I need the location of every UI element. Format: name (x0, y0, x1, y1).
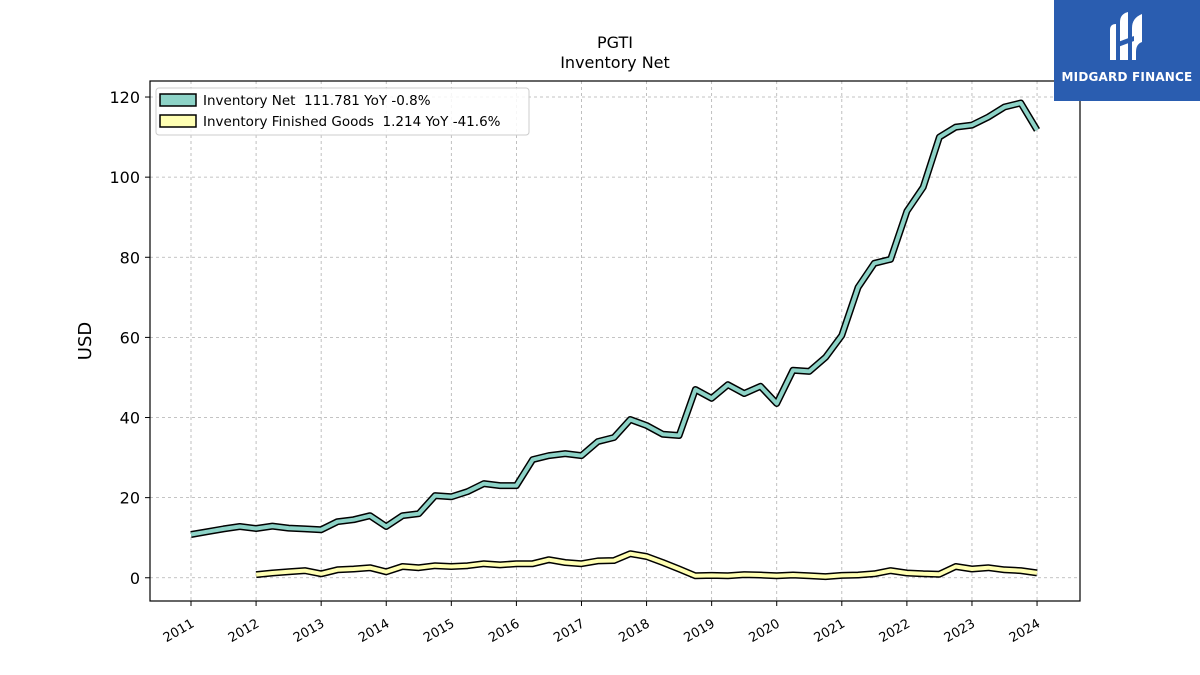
chart-subtitle: Inventory Net (560, 53, 670, 72)
y-tick-label: 80 (120, 248, 140, 267)
x-tick-label: 2015 (421, 616, 457, 646)
y-tick-label: 20 (120, 489, 140, 508)
x-tick-label: 2011 (161, 616, 197, 646)
brand-logo: MIDGARD FINANCE (1054, 0, 1200, 101)
legend-label-finished-goods: Inventory Finished Goods 1.214 YoY -41.6… (203, 114, 501, 130)
plot-frame (149, 80, 1081, 602)
x-tick-label: 2017 (551, 616, 587, 646)
series-line-outline-0 (190, 99, 1041, 538)
x-tick-label: 2024 (1007, 616, 1043, 646)
x-tick-label: 2014 (356, 616, 392, 646)
series-line-0 (190, 101, 1039, 537)
series-line-1 (255, 551, 1038, 579)
x-tick-label: 2016 (486, 616, 522, 646)
logo-text: MIDGARD FINANCE (1061, 70, 1193, 84)
x-tick-label: 2020 (747, 616, 783, 646)
logo-mark-icon (1110, 12, 1142, 60)
legend-swatch-inventory-net (159, 93, 197, 107)
y-tick-label: 100 (109, 168, 140, 187)
series-layer (190, 99, 1041, 581)
legend-label-inventory-net: Inventory Net 111.781 YoY -0.8% (203, 93, 431, 109)
legend: Inventory Net 111.781 YoY -0.8% Inventor… (155, 87, 530, 136)
grid (150, 81, 1080, 601)
legend-box (155, 87, 530, 136)
legend-swatch-finished-goods (159, 114, 197, 128)
x-tick-label: 2022 (877, 616, 913, 646)
x-tick-label: 2018 (616, 616, 652, 646)
x-tick-label: 2019 (681, 616, 717, 646)
y-tick-label: 40 (120, 409, 140, 428)
y-tick-label: 120 (109, 88, 140, 107)
y-tick-label: 60 (120, 328, 140, 347)
y-axis-label: USD (75, 322, 96, 360)
x-tick-label: 2013 (291, 616, 327, 646)
chart-title: PGTI (597, 33, 633, 52)
x-tick-label: 2021 (812, 616, 848, 646)
x-tick-label: 2023 (942, 616, 978, 646)
x-tick-label: 2012 (226, 616, 262, 646)
y-tick-label: 0 (130, 569, 140, 588)
